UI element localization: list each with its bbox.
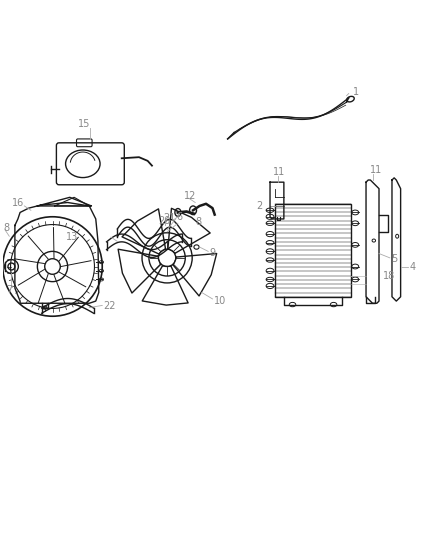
Text: 7: 7 [6, 285, 13, 295]
Text: 6: 6 [177, 212, 183, 222]
Text: 10: 10 [214, 296, 226, 306]
Text: 15: 15 [78, 119, 90, 129]
Text: 21: 21 [163, 213, 175, 223]
Text: 5: 5 [391, 254, 397, 264]
Text: 12: 12 [184, 191, 196, 201]
Text: 16: 16 [12, 198, 25, 208]
Text: 13: 13 [66, 232, 78, 242]
Text: 18: 18 [383, 271, 396, 281]
Text: 9: 9 [209, 248, 215, 257]
Text: 4: 4 [409, 262, 415, 271]
Text: 8: 8 [196, 217, 202, 228]
Text: 11: 11 [370, 166, 382, 175]
Text: 11: 11 [273, 167, 285, 177]
Text: 20: 20 [159, 216, 171, 226]
Text: 8: 8 [3, 223, 9, 232]
Bar [275, 204, 351, 297]
Text: 22: 22 [103, 301, 116, 311]
Text: 1: 1 [353, 87, 359, 97]
Text: 2: 2 [256, 201, 262, 211]
